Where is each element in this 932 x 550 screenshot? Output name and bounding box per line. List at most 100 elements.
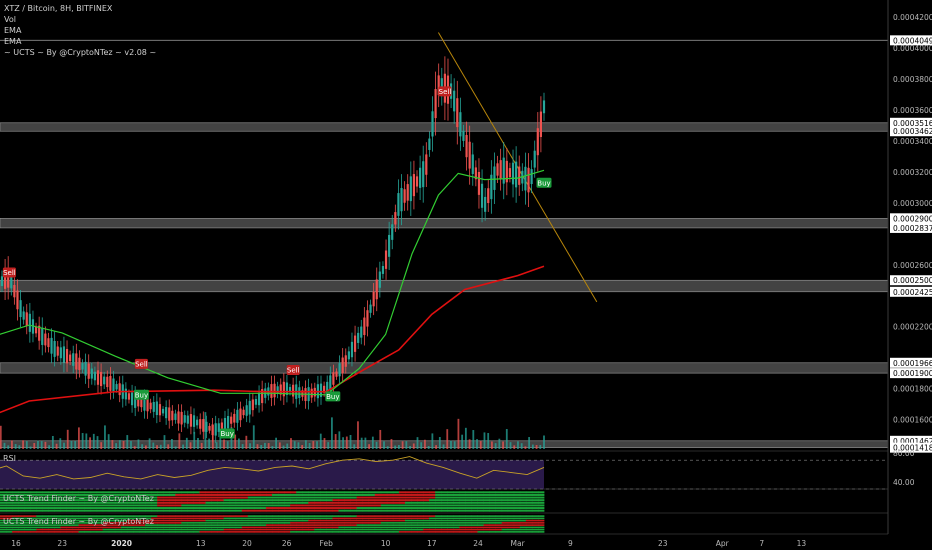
trend-cell: [314, 528, 321, 531]
trend-cell: [308, 522, 315, 524]
trend-cell: [272, 517, 279, 520]
trend-cell: [332, 493, 339, 496]
trend-cell: [211, 491, 218, 494]
trend-cell: [205, 531, 212, 533]
trend-cell: [120, 507, 128, 510]
trend-cell: [290, 531, 297, 533]
trend-cell: [126, 504, 134, 507]
trend-cell: [90, 499, 98, 502]
trend-cell: [284, 507, 291, 510]
x-tick-label: 24: [473, 539, 483, 548]
trend-cell: [42, 515, 49, 517]
trend-cell: [235, 526, 243, 529]
trend-cell: [489, 526, 497, 529]
trend-cell: [320, 504, 327, 507]
trend-cell: [368, 519, 376, 522]
trend-cell: [302, 531, 309, 533]
trend-cell: [344, 528, 351, 531]
trend-finder-2-label[interactable]: UCTS Trend Finder ~ By @CryptoNTez: [3, 517, 154, 526]
trend-cell: [501, 519, 509, 522]
trend-cell: [435, 509, 442, 512]
trend-cell: [459, 524, 466, 526]
trend-cell: [501, 528, 509, 531]
indicator-ucts-label[interactable]: ~ UCTS ~ By @CryptoNTez ~ v2.08 ~: [4, 48, 157, 57]
volume-bar: [92, 433, 95, 449]
volume-bar: [453, 441, 456, 449]
trend-cell: [501, 504, 509, 507]
trend-cell: [60, 501, 67, 504]
trend-cell: [48, 526, 55, 529]
trend-cell: [24, 517, 31, 520]
trend-cell: [519, 524, 527, 526]
trend-cell: [459, 522, 466, 524]
trend-cell: [290, 493, 297, 496]
signal-label: Buy: [537, 179, 550, 187]
trend-cell: [265, 517, 273, 520]
candle-body: [332, 372, 335, 385]
trend-cell: [265, 507, 273, 510]
trend-cell: [253, 515, 261, 517]
y-level-tag: [890, 35, 932, 46]
trend-cell: [247, 524, 255, 526]
ema-slow-line: [0, 265, 545, 414]
trend-cell: [459, 496, 466, 499]
trend-cell: [247, 509, 255, 512]
volume-bar: [163, 435, 166, 449]
trend-cell: [308, 493, 315, 496]
trend-cell: [163, 526, 170, 529]
rsi-panel-label[interactable]: RSI: [3, 454, 16, 463]
trend-cell: [308, 517, 315, 520]
indicator-ema1-label[interactable]: EMA: [4, 26, 22, 35]
trend-cell: [126, 517, 134, 520]
trend-cell: [241, 504, 249, 507]
trend-cell: [302, 522, 309, 524]
trend-cell: [90, 526, 98, 529]
trend-cell: [435, 493, 442, 496]
trend-cell: [356, 491, 364, 494]
indicator-vol-label[interactable]: Vol: [4, 15, 16, 24]
trend-cell: [495, 493, 503, 496]
trend-cell: [187, 491, 194, 494]
signal-label: Sell: [287, 367, 300, 375]
trend-cell: [507, 507, 515, 510]
trend-cell: [302, 517, 309, 520]
trend-cell: [36, 522, 43, 524]
trend-cell: [78, 499, 86, 502]
indicator-ema2-label[interactable]: EMA: [4, 37, 22, 46]
trend-cell: [537, 509, 545, 512]
trend-cell: [199, 509, 206, 512]
trend-cell: [537, 507, 545, 510]
trend-cell: [108, 531, 116, 533]
trend-cell: [193, 528, 200, 531]
trend-cell: [314, 491, 321, 494]
rsi-line: [0, 456, 545, 480]
trend-cell: [362, 519, 370, 522]
trend-cell: [36, 496, 43, 499]
candle-body: [261, 389, 264, 404]
trend-cell: [332, 526, 339, 529]
trend-cell: [6, 496, 13, 499]
trend-cell: [525, 515, 533, 517]
volume-bar: [130, 441, 132, 449]
trend-finder-1-label[interactable]: UCTS Trend Finder ~ By @CryptoNTez: [3, 494, 154, 503]
trend-cell: [253, 517, 261, 520]
trend-cell: [114, 522, 122, 524]
volume-bar: [215, 442, 218, 449]
candle-body: [437, 75, 440, 96]
trend-cell: [223, 507, 231, 510]
x-tick-label: 26: [282, 539, 292, 548]
candle-body: [381, 266, 385, 274]
trend-cell: [489, 504, 497, 507]
volume-bar: [226, 441, 229, 449]
trend-cell: [537, 491, 545, 494]
trend-cell: [18, 522, 25, 524]
trend-cell: [284, 504, 291, 507]
trend-cell: [72, 504, 79, 507]
trend-cell: [380, 509, 388, 512]
trend-cell: [253, 501, 261, 504]
trend-cell: [519, 507, 527, 510]
candle-body: [422, 161, 425, 188]
